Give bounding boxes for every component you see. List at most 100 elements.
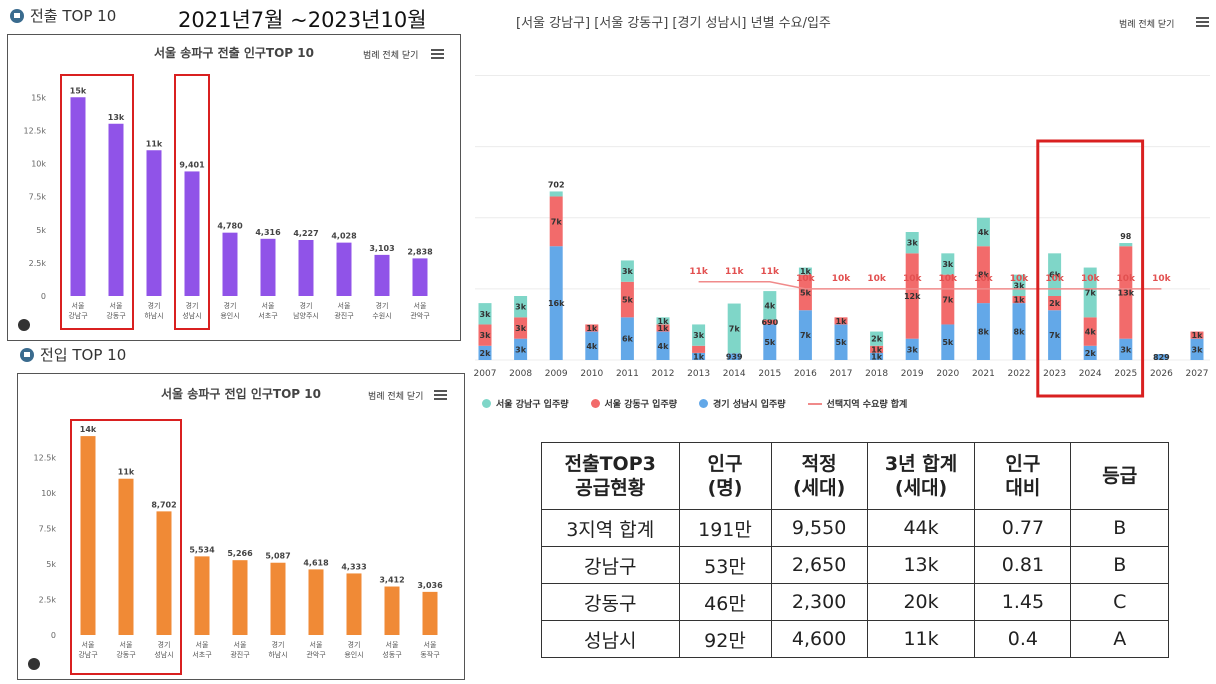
stack-segment	[1119, 338, 1133, 360]
menu-icon[interactable]	[431, 49, 444, 59]
stack-segment	[905, 253, 919, 339]
stack-segment	[870, 352, 884, 360]
stack-segment	[478, 345, 492, 360]
table-cell: A	[1070, 620, 1169, 658]
data-label: 3,412	[379, 576, 404, 585]
data-label: 1k	[871, 345, 883, 354]
bar	[298, 239, 314, 296]
x-tick-label: 서울	[234, 640, 247, 649]
bar	[384, 586, 400, 635]
stack-segment	[1154, 354, 1168, 360]
x-tick-label: 2016	[794, 369, 817, 379]
table-cell: 강남구	[541, 546, 680, 584]
x-tick-label: 서울	[414, 301, 427, 310]
data-label: 2k	[871, 335, 883, 344]
legend-toggle-button[interactable]: 범례 전체 닫기	[363, 51, 419, 61]
stack-segment	[941, 324, 955, 360]
data-label: 1k	[800, 267, 812, 276]
y-tick-label: 7.5k	[29, 193, 47, 202]
legend-item-demand[interactable]: 선택지역 수요량 합계	[807, 397, 907, 410]
stack-segment	[692, 345, 706, 353]
stack-segment	[620, 260, 634, 282]
x-tick-label: 광진구	[334, 311, 354, 320]
stack-segment	[514, 338, 528, 360]
data-label: 8k	[978, 271, 990, 280]
legend-item-seongnam[interactable]: 경기 성남시 입주량	[699, 397, 786, 410]
data-label: 7k	[551, 217, 563, 226]
bar	[422, 591, 438, 635]
x-tick-label: 수원시	[372, 311, 391, 320]
y-tick-label: 7.5k	[39, 524, 57, 533]
menu-icon[interactable]	[434, 390, 447, 400]
stack-segment	[656, 324, 670, 332]
stack-segment	[620, 317, 634, 360]
x-tick-label: 동작구	[420, 650, 440, 659]
highlight-box	[174, 74, 210, 330]
data-label: 5,087	[265, 552, 290, 561]
menu-icon[interactable]	[1196, 17, 1209, 27]
table-cell: 1.45	[974, 583, 1072, 621]
x-tick-label: 2026	[1150, 369, 1173, 379]
legend-item-gangnam[interactable]: 서울 강남구 입주량	[482, 397, 569, 410]
stack-segment	[727, 303, 741, 354]
table-cell: 성남시	[541, 620, 680, 658]
y-tick-label: 2.5k	[39, 595, 57, 604]
legend-toggle-button[interactable]: 범례 전체 닫기	[1119, 20, 1175, 30]
table-cell: 4,600	[770, 620, 868, 658]
in-chart-title: 서울 송파구 전입 인구TOP 10	[161, 387, 321, 401]
x-tick-label: 용인시	[220, 311, 239, 320]
x-tick-label: 경기	[186, 301, 199, 310]
bar	[346, 573, 362, 635]
data-label: 702	[548, 180, 565, 189]
data-label: 7k	[942, 296, 954, 305]
stack-segment	[1048, 310, 1062, 360]
data-label: 4,780	[217, 222, 243, 231]
stack-segment	[656, 317, 670, 325]
stack-segment	[976, 217, 990, 247]
legend-item-gangdong[interactable]: 서울 강동구 입주량	[590, 397, 677, 410]
data-label: 3k	[515, 345, 527, 354]
data-label: 5k	[764, 338, 776, 347]
bar	[70, 97, 86, 296]
table-cell: 2,650	[770, 546, 868, 584]
table-header-cell: 전출TOP3 공급현황	[541, 442, 680, 510]
table-cell: 0.81	[974, 546, 1072, 584]
data-label: 1k	[871, 352, 883, 361]
data-label: 3k	[480, 331, 492, 340]
x-tick-label: 서초구	[192, 650, 212, 659]
x-tick-label: 강동구	[106, 311, 126, 320]
date-range: 2021년7월 ~2023년10월	[178, 8, 427, 32]
y-tick-label: 12.5k	[34, 453, 57, 462]
table-cell: 191만	[678, 509, 772, 547]
data-label: 3,103	[369, 244, 394, 253]
bar	[232, 560, 248, 635]
x-tick-label: 관악구	[306, 650, 326, 659]
data-label: 4,333	[341, 562, 366, 571]
data-label: 7k	[729, 324, 741, 333]
home-icon	[28, 658, 40, 670]
bar	[336, 242, 352, 296]
stack-segment	[1048, 296, 1062, 311]
x-tick-label: 2023	[1043, 369, 1066, 379]
stack-segment	[585, 324, 599, 332]
in-section-title: 전입 TOP 10	[40, 346, 127, 364]
data-label: 7k	[800, 331, 812, 340]
demand-label: 10k	[796, 274, 816, 284]
table-cell: 강동구	[541, 583, 680, 621]
x-tick-label: 성남시	[182, 311, 201, 320]
highlight-box	[70, 419, 182, 675]
data-label: 8k	[1014, 328, 1026, 337]
x-tick-label: 성동구	[382, 650, 402, 659]
data-label: 4k	[764, 301, 776, 310]
dot-icon	[590, 399, 600, 408]
legend-toggle-button[interactable]: 범례 전체 닫기	[368, 392, 424, 402]
data-label: 3k	[515, 324, 527, 333]
in-section-header: 전입 TOP 10	[20, 344, 126, 365]
x-tick-label: 2011	[616, 369, 639, 379]
bar	[118, 478, 134, 635]
data-label: 1k	[586, 324, 598, 333]
data-label: 4k	[1085, 328, 1097, 337]
stack-segment	[620, 281, 634, 318]
